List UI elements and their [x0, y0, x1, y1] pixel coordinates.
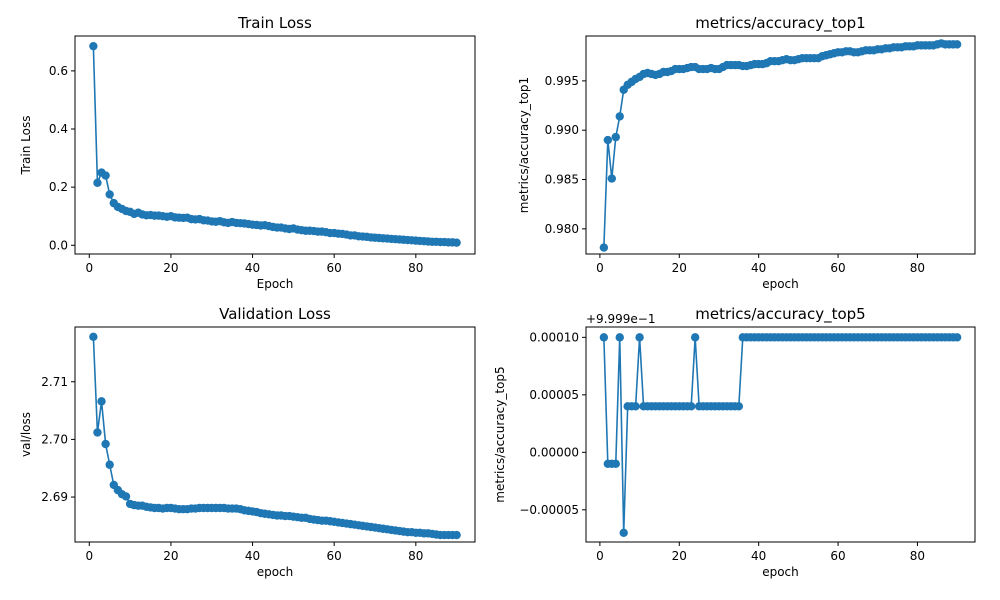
- chart-title: metrics/accuracy_top5: [695, 305, 865, 324]
- data-point: [615, 333, 624, 342]
- x-tick-label: 60: [830, 549, 845, 563]
- data-point: [452, 238, 461, 247]
- data-point: [690, 333, 700, 342]
- y-tick-label: 0.4: [49, 122, 68, 136]
- x-tick-label: 80: [910, 261, 925, 275]
- chart-title: Train Loss: [237, 14, 312, 32]
- y-axis-label: val/loss: [19, 412, 33, 457]
- panel-accuracy-top1: metrics/accuracy_top1 0 20 40 60 80 0.980 0.985…: [517, 14, 976, 291]
- y-tick-label: 2.69: [41, 490, 68, 504]
- data-point: [734, 402, 744, 411]
- data-point: [89, 41, 98, 51]
- data-point: [121, 492, 131, 501]
- x-axis-label: Epoch: [257, 277, 294, 291]
- data-point: [635, 333, 644, 342]
- data-point: [101, 439, 110, 449]
- data-point: [619, 528, 628, 537]
- y-tick-label: 0.985: [545, 173, 579, 187]
- x-tick-label: 20: [163, 261, 178, 275]
- x-tick-label: 0: [596, 549, 604, 563]
- data-point: [89, 332, 98, 341]
- x-tick-label: 0: [596, 261, 604, 275]
- panel-train-loss: Train Loss 0 20 40 60 80 0.0 0.2 0.4 0.6 Epoch Trai…: [19, 14, 476, 291]
- y-tick-label: −0.00005: [519, 503, 579, 517]
- x-tick-label: 20: [163, 549, 178, 563]
- x-tick-label: 60: [327, 549, 342, 563]
- y-tick-label: 0.990: [545, 123, 579, 137]
- panel-accuracy-top5: metrics/accuracy_top5 0 20 40 60 80 −0.00005 0.…: [493, 305, 976, 579]
- plot-frame: [74, 326, 476, 543]
- y-tick-label: 0.00000: [529, 445, 579, 459]
- data-point: [615, 112, 624, 121]
- data-point: [607, 174, 616, 183]
- series-line: [603, 336, 958, 533]
- x-axis-label: epoch: [762, 565, 799, 579]
- y-axis-label: metrics/accuracy_top5: [493, 366, 507, 502]
- data-point: [686, 402, 696, 411]
- data-point: [599, 333, 609, 342]
- data-point: [93, 178, 102, 187]
- y-tick-label: 2.71: [41, 375, 68, 389]
- x-tick-label: 80: [408, 261, 423, 275]
- chart-title: Validation Loss: [219, 305, 331, 323]
- x-tick-label: 60: [327, 261, 342, 275]
- plot-frame: [585, 326, 976, 543]
- y-offset-label: +9.999e−1: [586, 312, 655, 326]
- y-tick-label: 0.2: [49, 180, 68, 194]
- data-point: [452, 530, 461, 540]
- data-point: [105, 460, 114, 469]
- x-tick-label: 60: [830, 261, 845, 275]
- x-tick-label: 20: [672, 261, 687, 275]
- y-tick-label: 0.00010: [529, 330, 579, 344]
- data-point: [952, 333, 962, 342]
- panel-validation-loss: Validation Loss 0 20 40 60 80 2.69 2.70 2.71 epoc…: [19, 305, 476, 579]
- x-tick-label: 40: [751, 549, 766, 563]
- x-tick-label: 0: [85, 261, 93, 275]
- y-axis-label: Train Loss: [19, 116, 33, 176]
- data-point: [93, 428, 102, 437]
- y-tick-label: 2.70: [41, 432, 68, 446]
- data-point: [599, 243, 609, 252]
- y-tick-label: 0.6: [49, 64, 68, 78]
- x-tick-label: 40: [245, 549, 260, 563]
- y-tick-label: 0.995: [545, 74, 579, 88]
- data-point: [611, 132, 620, 142]
- x-tick-label: 0: [85, 549, 93, 563]
- data-point: [603, 135, 613, 145]
- y-axis-label: metrics/accuracy_top1: [517, 77, 531, 213]
- y-tick-label: 0.00005: [529, 388, 579, 402]
- x-tick-label: 80: [910, 549, 925, 563]
- y-tick-label: 0.980: [545, 222, 579, 236]
- data-point: [101, 171, 110, 180]
- x-axis-label: epoch: [257, 565, 294, 579]
- chart-title: metrics/accuracy_top1: [695, 14, 865, 33]
- data-point: [105, 190, 114, 199]
- data-point: [611, 459, 620, 469]
- y-tick-label: 0.0: [49, 238, 68, 252]
- plot-frame: [585, 35, 976, 255]
- data-point: [97, 397, 106, 406]
- x-tick-label: 40: [245, 261, 260, 275]
- data-point: [631, 402, 640, 411]
- x-tick-label: 20: [672, 549, 687, 563]
- x-tick-label: 40: [751, 261, 766, 275]
- plot-frame: [74, 35, 476, 255]
- x-axis-label: epoch: [762, 277, 799, 291]
- data-point: [952, 40, 962, 49]
- x-tick-label: 80: [408, 549, 423, 563]
